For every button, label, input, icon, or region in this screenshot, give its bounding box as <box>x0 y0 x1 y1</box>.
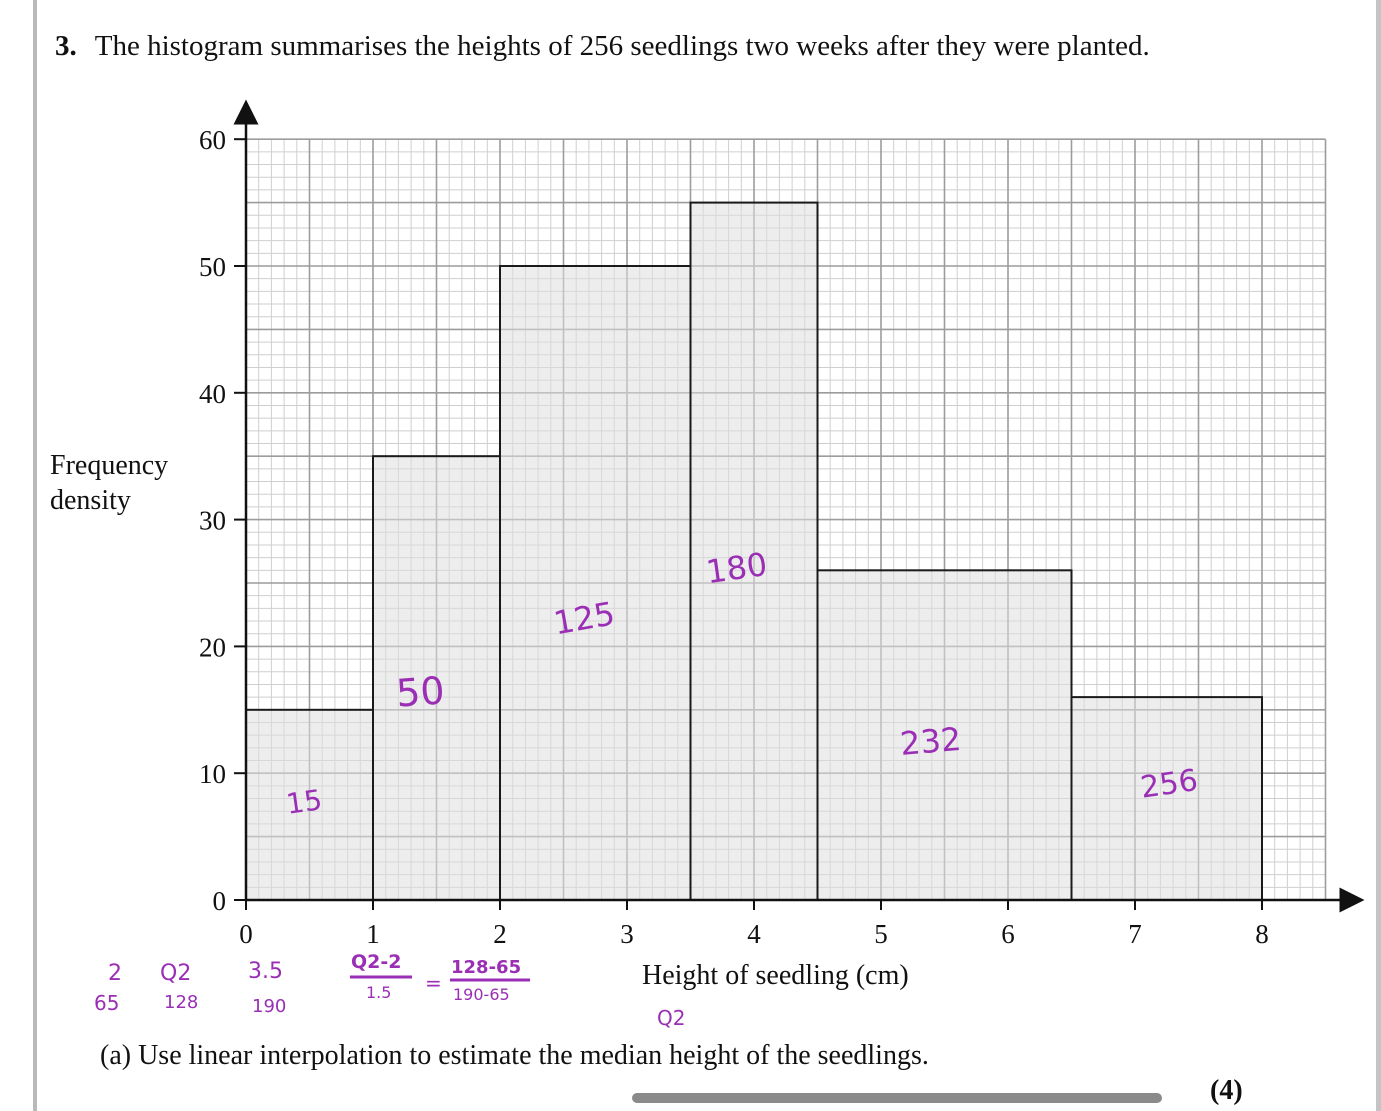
y-tick-label-10: 10 <box>199 759 226 789</box>
hw-frac2-denominator: 190-65 <box>453 985 510 1004</box>
hw-bar-1: 15 <box>284 783 324 821</box>
y-tick-label-60: 60 <box>199 125 226 155</box>
question-number: 3. <box>55 30 77 62</box>
y-axis-label: Frequency density <box>50 448 168 518</box>
hw-c1-top: 2 <box>108 961 122 986</box>
y-tick-label-20: 20 <box>199 632 226 662</box>
hw-bar-2: 50 <box>395 668 446 715</box>
x-axis-label: Height of seedling (cm) <box>642 960 909 991</box>
hw-c1-bottom: 65 <box>94 991 119 1015</box>
histogram-bar-2 <box>372 455 501 901</box>
y-axis-label-line-1: Frequency <box>50 450 169 481</box>
hw-bar-6: 256 <box>1138 763 1200 806</box>
histogram-bar-5 <box>816 569 1073 901</box>
hw-frac1-denominator: 1.5 <box>366 983 391 1002</box>
hw-c3-top: 3.5 <box>248 959 283 984</box>
hw-c3-bottom: 190 <box>252 996 286 1017</box>
x-tick-label-2: 2 <box>493 919 507 949</box>
page-edge-right <box>1376 0 1381 1111</box>
hw-c2-bottom: 128 <box>164 992 198 1013</box>
x-tick-label-0: 0 <box>239 919 253 949</box>
marks-label: (4) <box>1210 1075 1243 1106</box>
hw-q2-label: Q2 <box>657 1006 685 1030</box>
hw-bar-4: 180 <box>704 545 770 591</box>
axes <box>233 99 1365 913</box>
question-part-a: (a) Use linear interpolation to estimate… <box>100 1040 929 1071</box>
home-indicator[interactable] <box>632 1093 1162 1103</box>
x-tick-label-7: 7 <box>1128 919 1142 949</box>
histogram-bar-3 <box>499 265 692 901</box>
y-tick-label-50: 50 <box>199 252 226 282</box>
hw-c2-top: Q2 <box>160 961 191 986</box>
hw-frac1-numerator: Q2-2 <box>351 951 401 973</box>
y-tick-label-0: 0 <box>213 886 227 916</box>
tick-labels: 0 1 2 3 4 5 6 7 8 0 10 20 30 40 50 60 <box>199 125 1269 949</box>
histogram-bar-6 <box>1070 696 1263 901</box>
question-text: The histogram summarises the heights of … <box>94 30 1150 62</box>
x-tick-label-8: 8 <box>1255 919 1269 949</box>
y-axis-label-line-2: density <box>50 485 131 516</box>
page-edge-left <box>33 0 37 1111</box>
histogram-bars <box>245 201 1263 902</box>
x-tick-label-1: 1 <box>366 919 380 949</box>
y-tick-label-30: 30 <box>199 506 226 536</box>
x-tick-label-5: 5 <box>874 919 888 949</box>
question-line: 3. The histogram summarises the heights o… <box>55 30 1150 63</box>
hw-bar-5: 232 <box>899 720 963 763</box>
x-tick-label-6: 6 <box>1001 919 1015 949</box>
x-tick-label-3: 3 <box>620 919 634 949</box>
hw-equals: = <box>425 971 442 995</box>
y-tick-label-40: 40 <box>199 379 226 409</box>
hw-frac2-numerator: 128-65 <box>451 957 521 978</box>
x-tick-label-4: 4 <box>747 919 761 949</box>
